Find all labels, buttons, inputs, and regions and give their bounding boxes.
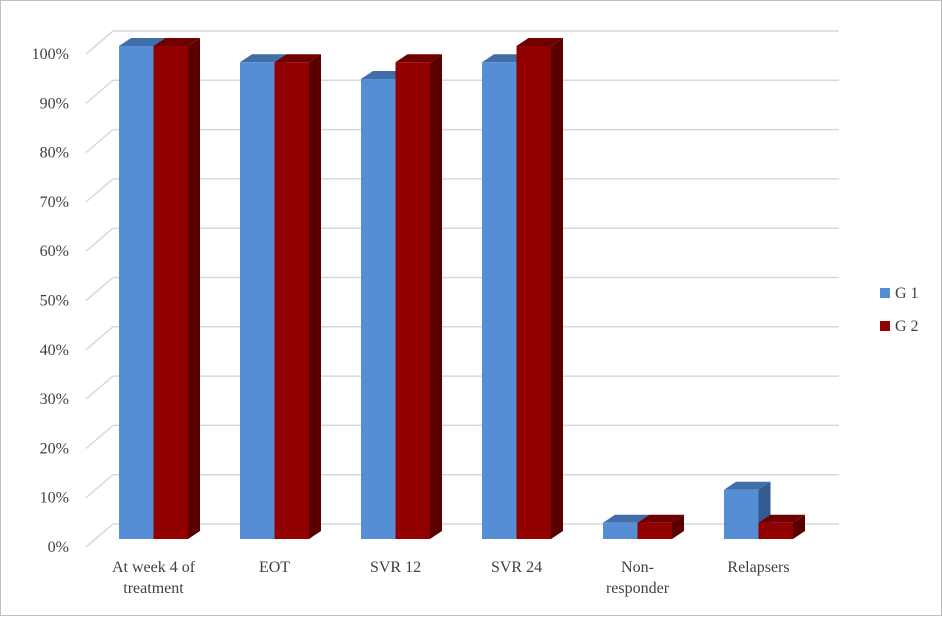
gridline-side <box>85 129 114 154</box>
gridline-side <box>85 523 114 548</box>
bar-top <box>395 54 442 63</box>
bar-g2 <box>758 514 805 539</box>
bar-front <box>758 522 793 539</box>
bar-side <box>309 54 321 539</box>
y-tick-label: 80% <box>40 145 69 162</box>
gridline-side <box>85 326 114 351</box>
bar-front <box>361 79 396 539</box>
x-tick-label: At week 4 of <box>112 559 196 576</box>
y-tick-label: 90% <box>40 95 69 112</box>
bar-g2 <box>395 54 442 539</box>
bar-top <box>240 54 287 63</box>
bar-g2 <box>274 54 321 539</box>
bar-top <box>758 514 805 523</box>
legend-label: G 1 <box>895 285 919 302</box>
y-tick-label: 30% <box>40 391 69 408</box>
gridline-side <box>85 474 114 499</box>
x-tick-label: Non- <box>621 559 654 576</box>
bar-side <box>430 54 442 539</box>
bar-top <box>603 514 650 523</box>
gridline-side <box>85 178 114 203</box>
bar-front <box>603 522 638 539</box>
bar-top <box>637 514 684 523</box>
gridline-side <box>85 276 114 302</box>
bar-top <box>119 38 166 46</box>
x-tick-label: responder <box>606 580 670 597</box>
bar-g2 <box>153 38 200 539</box>
x-tick-label: EOT <box>259 559 290 576</box>
x-tick-label: treatment <box>123 580 184 597</box>
gridline-side <box>85 227 114 252</box>
bar-front <box>482 62 517 539</box>
gridline-side <box>85 79 114 104</box>
y-tick-label: 50% <box>40 293 69 310</box>
bar-front <box>395 62 430 539</box>
bar-g1 <box>724 481 771 539</box>
bar-front <box>637 522 672 539</box>
y-tick-label: 0% <box>48 539 69 556</box>
bar-front <box>516 46 551 539</box>
bar-front <box>153 46 188 539</box>
y-tick-label: 70% <box>40 194 69 211</box>
gridline-side <box>85 30 114 55</box>
y-tick-label: 10% <box>40 490 69 507</box>
x-tick-label: SVR 12 <box>370 559 421 576</box>
bar-side <box>793 514 805 539</box>
bar-side <box>672 514 684 539</box>
x-tick-label: SVR 24 <box>491 559 542 576</box>
legend-label: G 2 <box>895 318 919 335</box>
legend-swatch <box>880 288 890 298</box>
y-tick-label: 60% <box>40 243 69 260</box>
bar-top <box>724 481 771 490</box>
x-tick-label: Relapsers <box>727 559 789 576</box>
gridline-side <box>85 375 114 400</box>
gridline-side <box>85 424 114 449</box>
bar-g2 <box>637 514 684 539</box>
bar-front <box>724 489 759 539</box>
legend-swatch <box>880 321 890 331</box>
bar-front <box>240 62 275 539</box>
bar-top <box>516 38 563 46</box>
y-tick-label: 100% <box>32 46 69 63</box>
bar-front <box>119 46 154 539</box>
bar-top <box>274 54 321 63</box>
y-tick-label: 40% <box>40 342 69 359</box>
bar-side <box>551 38 563 539</box>
y-tick-label: 20% <box>40 440 69 457</box>
bar-top <box>153 38 200 46</box>
bar-side <box>188 38 200 539</box>
bar-front <box>274 62 309 539</box>
bar-g2 <box>516 38 563 539</box>
